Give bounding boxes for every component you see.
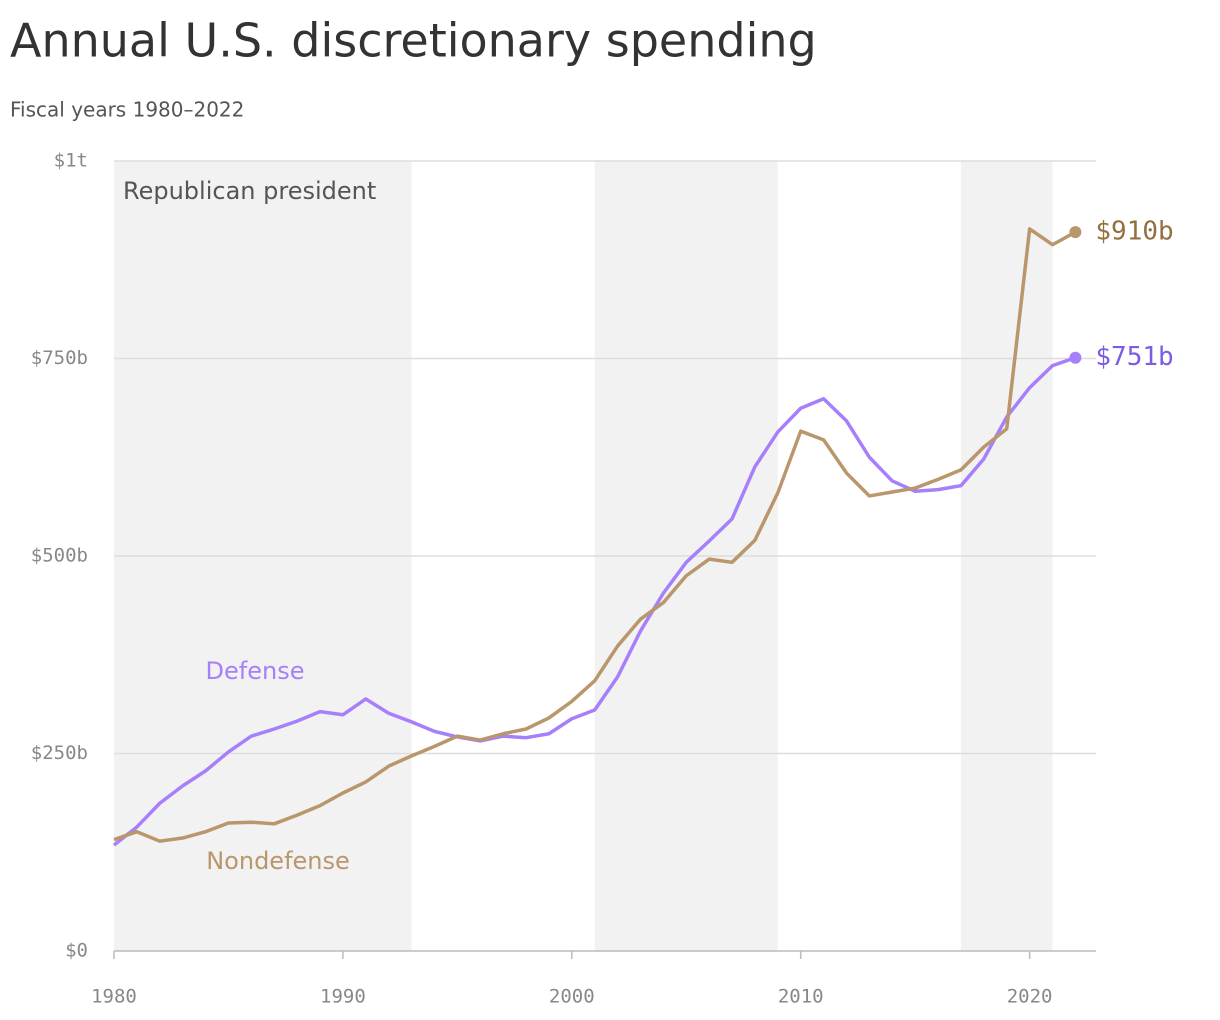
x-tick-label: 2020	[1007, 986, 1053, 1008]
series-line	[112, 356, 1076, 847]
end-point	[1069, 351, 1082, 364]
value-label: $751b	[1095, 342, 1173, 372]
y-tick-label: $250b	[31, 742, 88, 764]
chart-title: Annual U.S. discretionary spending	[10, 14, 817, 68]
end-point	[1069, 226, 1082, 239]
chart-subtitle: Fiscal years 1980–2022	[10, 98, 244, 122]
value-label: $910b	[1095, 217, 1173, 247]
x-tick-label: 2010	[778, 986, 824, 1008]
series-label: Defense	[206, 657, 305, 685]
y-tick-label: $750b	[31, 347, 88, 369]
shaded-period-label: Republican president	[123, 177, 376, 205]
series-label: Nondefense	[206, 847, 350, 875]
x-tick-label: 1990	[320, 986, 366, 1008]
x-tick-label: 2000	[549, 986, 595, 1008]
x-tick-label: 1980	[91, 986, 137, 1008]
y-tick-label: $1t	[54, 150, 88, 172]
series-line	[113, 227, 1077, 843]
y-tick-label: $500b	[31, 545, 88, 567]
y-tick-label: $0	[65, 940, 88, 962]
